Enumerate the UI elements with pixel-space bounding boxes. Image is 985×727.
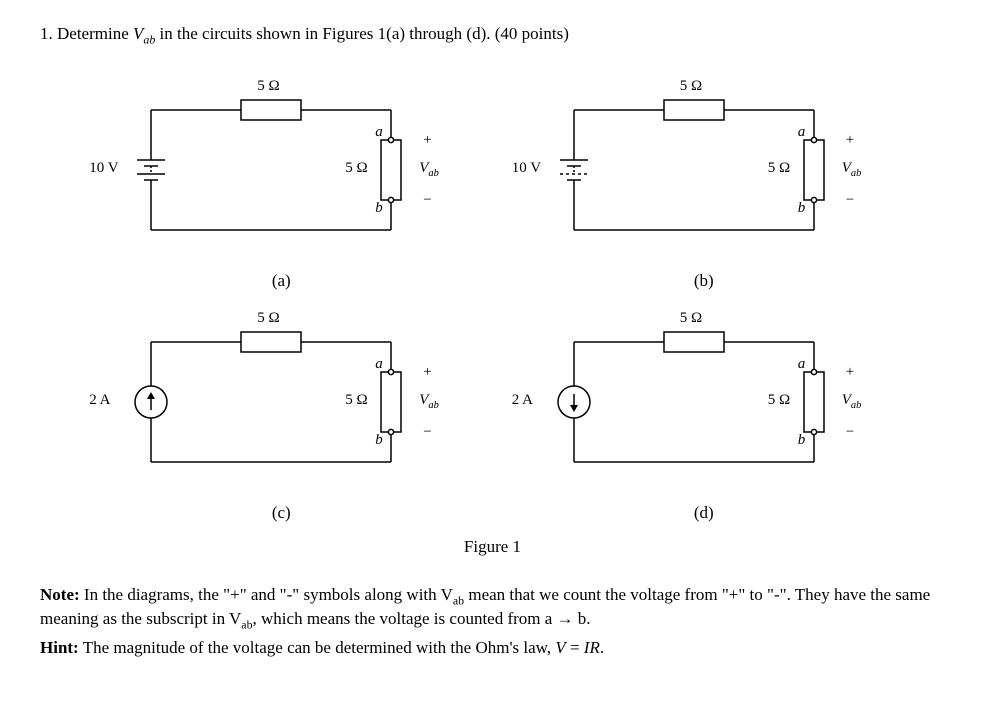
source-value: 2 A <box>89 392 110 409</box>
top-res-label: 5 Ω <box>680 78 702 95</box>
circuit-a: 10 V 5 Ω 5 Ω a b + − Vab <box>71 65 491 265</box>
plus-label: + <box>423 132 431 149</box>
note-text-1a: In the diagrams, the "+" and "-" symbols… <box>84 585 453 604</box>
node-b-label: b <box>375 200 383 217</box>
hint-ir: IR <box>584 638 600 657</box>
plus-label: + <box>846 132 854 149</box>
node-b-label: b <box>375 432 383 449</box>
right-res-label: 5 Ω <box>768 392 790 409</box>
hint-v: V <box>555 638 565 657</box>
hint-text-a: The magnitude of the voltage can be dete… <box>83 638 556 657</box>
vab-label: Vab <box>419 392 439 411</box>
label-a: (a) <box>272 271 291 291</box>
circuit-c: 2 A 5 Ω 5 Ω a b + − Vab <box>71 297 491 497</box>
top-res-label: 5 Ω <box>257 310 279 327</box>
vab-label: Vab <box>842 392 862 411</box>
node-a-label: a <box>375 124 383 141</box>
source-value: 10 V <box>89 160 118 177</box>
node-a-label: a <box>375 356 383 373</box>
node-b-label: b <box>798 200 806 217</box>
vab-label: Vab <box>419 160 439 179</box>
label-d: (d) <box>694 503 714 523</box>
label-c: (c) <box>272 503 291 523</box>
vab-symbol: V <box>133 24 143 43</box>
right-res-label: 5 Ω <box>345 392 367 409</box>
note-label: Note: <box>40 585 80 604</box>
plus-label: + <box>423 364 431 381</box>
note-text-1c: , which means the voltage is counted fro… <box>253 609 591 628</box>
right-res-label: 5 Ω <box>768 160 790 177</box>
vab-label: Vab <box>842 160 862 179</box>
hint-eq-end: . <box>600 638 604 657</box>
circuit-b: 10 V 5 Ω 5 Ω a b + − Vab <box>494 65 914 265</box>
node-b-label: b <box>798 432 806 449</box>
note-sub-1: ab <box>453 594 464 608</box>
top-res-label: 5 Ω <box>257 78 279 95</box>
top-res-label: 5 Ω <box>680 310 702 327</box>
problem-text-pre: Determine <box>57 24 133 43</box>
source-value: 10 V <box>512 160 541 177</box>
note-sub-2: ab <box>241 617 252 631</box>
node-a-label: a <box>798 356 806 373</box>
circuit-d: 2 A 5 Ω 5 Ω a b + − Vab <box>494 297 914 497</box>
minus-label: − <box>423 192 431 209</box>
minus-label: − <box>423 424 431 441</box>
problem-number: 1. <box>40 24 53 43</box>
note-block: Note: In the diagrams, the "+" and "-" s… <box>40 585 945 658</box>
hint-eq-mid: = <box>566 638 584 657</box>
hint-label: Hint: <box>40 638 79 657</box>
problem-statement: 1. Determine Vab in the circuits shown i… <box>40 24 945 47</box>
plus-label: + <box>846 364 854 381</box>
minus-label: − <box>846 424 854 441</box>
figure-caption: Figure 1 <box>464 537 521 557</box>
right-res-label: 5 Ω <box>345 160 367 177</box>
problem-text-post: in the circuits shown in Figures 1(a) th… <box>155 24 569 43</box>
figures-grid: 10 V5 Ω5 Ωab+−Vab 10 V5 Ω5 Ωab+−Vab (a) … <box>70 65 915 557</box>
node-a-label: a <box>798 124 806 141</box>
source-value: 2 A <box>512 392 533 409</box>
label-b: (b) <box>694 271 714 291</box>
vab-sub: ab <box>143 32 155 46</box>
minus-label: − <box>846 192 854 209</box>
